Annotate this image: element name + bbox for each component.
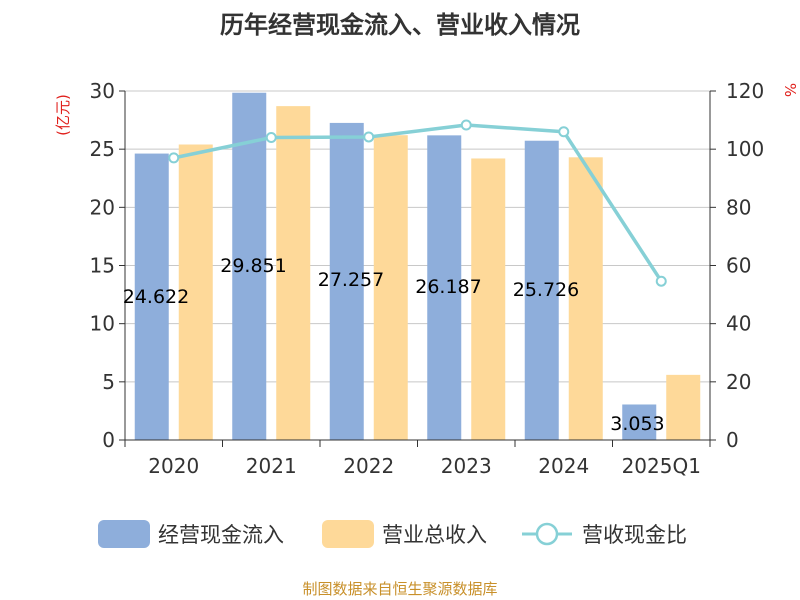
legend-swatch-revenue bbox=[322, 520, 374, 548]
legend: 经营现金流入 营业总收入 营收现金比 bbox=[98, 520, 687, 548]
legend-label-ratio: 营收现金比 bbox=[582, 523, 687, 547]
bars bbox=[134, 92, 701, 441]
cash-inflow-value-label: 29.851 bbox=[220, 255, 286, 277]
ratio-line bbox=[168, 119, 667, 287]
legend-marker-ratio bbox=[535, 522, 559, 546]
right-tick-label: 20 bbox=[726, 370, 751, 394]
ratio-point bbox=[655, 275, 667, 287]
source-note: 制图数据来自恒生聚源数据库 bbox=[302, 580, 497, 598]
bar-revenue bbox=[471, 158, 506, 440]
left-tick-label: 0 bbox=[102, 428, 115, 452]
cash-inflow-value-label: 26.187 bbox=[415, 276, 481, 298]
left-tick-label: 30 bbox=[90, 79, 115, 103]
chart-title: 历年经营现金流入、营业收入情况 bbox=[220, 11, 580, 39]
bar-revenue bbox=[666, 374, 701, 440]
ratio-point bbox=[558, 126, 570, 138]
left-axis-unit: (亿元) bbox=[54, 94, 72, 136]
x-tick-label: 2024 bbox=[538, 454, 589, 478]
right-tick-label: 100 bbox=[726, 137, 764, 161]
x-tick-label: 2025Q1 bbox=[622, 454, 701, 478]
x-tick-label: 2022 bbox=[343, 454, 394, 478]
bar-revenue bbox=[276, 106, 311, 440]
left-tick-label: 20 bbox=[90, 195, 115, 219]
bar-cash-inflow bbox=[622, 404, 657, 440]
bar-cash-inflow bbox=[524, 140, 559, 440]
legend-label-cash-inflow: 经营现金流入 bbox=[158, 523, 284, 547]
ratio-line-path bbox=[173, 123, 663, 283]
right-tick-label: 60 bbox=[726, 254, 751, 278]
left-tick-label: 5 bbox=[102, 370, 115, 394]
bar-cash-inflow bbox=[232, 92, 267, 440]
right-tick-label: 0 bbox=[726, 428, 739, 452]
ratio-point bbox=[363, 131, 375, 143]
right-tick-label: 40 bbox=[726, 312, 751, 336]
ratio-point bbox=[265, 132, 277, 144]
cash-inflow-value-label: 27.257 bbox=[318, 269, 384, 291]
left-tick-label: 25 bbox=[90, 137, 115, 161]
bar-cash-inflow bbox=[134, 153, 169, 440]
bar-cash-inflow bbox=[427, 135, 462, 440]
bar-revenue bbox=[178, 144, 213, 440]
right-axis-unit: % bbox=[781, 83, 799, 97]
axes: 0 5 10 15 20 25 30 0 20 40 60 80 100 120 2020 2021 2022 2… bbox=[54, 79, 799, 478]
ratio-point bbox=[460, 119, 472, 131]
left-tick-label: 15 bbox=[90, 254, 115, 278]
x-tick-label: 2021 bbox=[246, 454, 297, 478]
cash-inflow-value-label: 3.053 bbox=[610, 413, 664, 435]
bar-revenue bbox=[373, 135, 408, 440]
bar-cash-inflow bbox=[329, 122, 364, 441]
left-tick-label: 10 bbox=[90, 312, 115, 336]
right-tick-label: 80 bbox=[726, 195, 751, 219]
legend-label-revenue: 营业总收入 bbox=[382, 523, 487, 547]
right-tick-label: 120 bbox=[726, 79, 764, 103]
data-labels: 24.622 29.851 27.257 26.187 25.726 3.053 bbox=[123, 255, 665, 435]
x-tick-label: 2023 bbox=[441, 454, 492, 478]
cash-inflow-value-label: 25.726 bbox=[513, 279, 579, 301]
bar-revenue bbox=[568, 157, 603, 440]
x-tick-label: 2020 bbox=[148, 454, 199, 478]
cash-inflow-value-label: 24.622 bbox=[123, 286, 189, 308]
ratio-point bbox=[168, 152, 180, 164]
legend-swatch-cash-inflow bbox=[98, 520, 150, 548]
